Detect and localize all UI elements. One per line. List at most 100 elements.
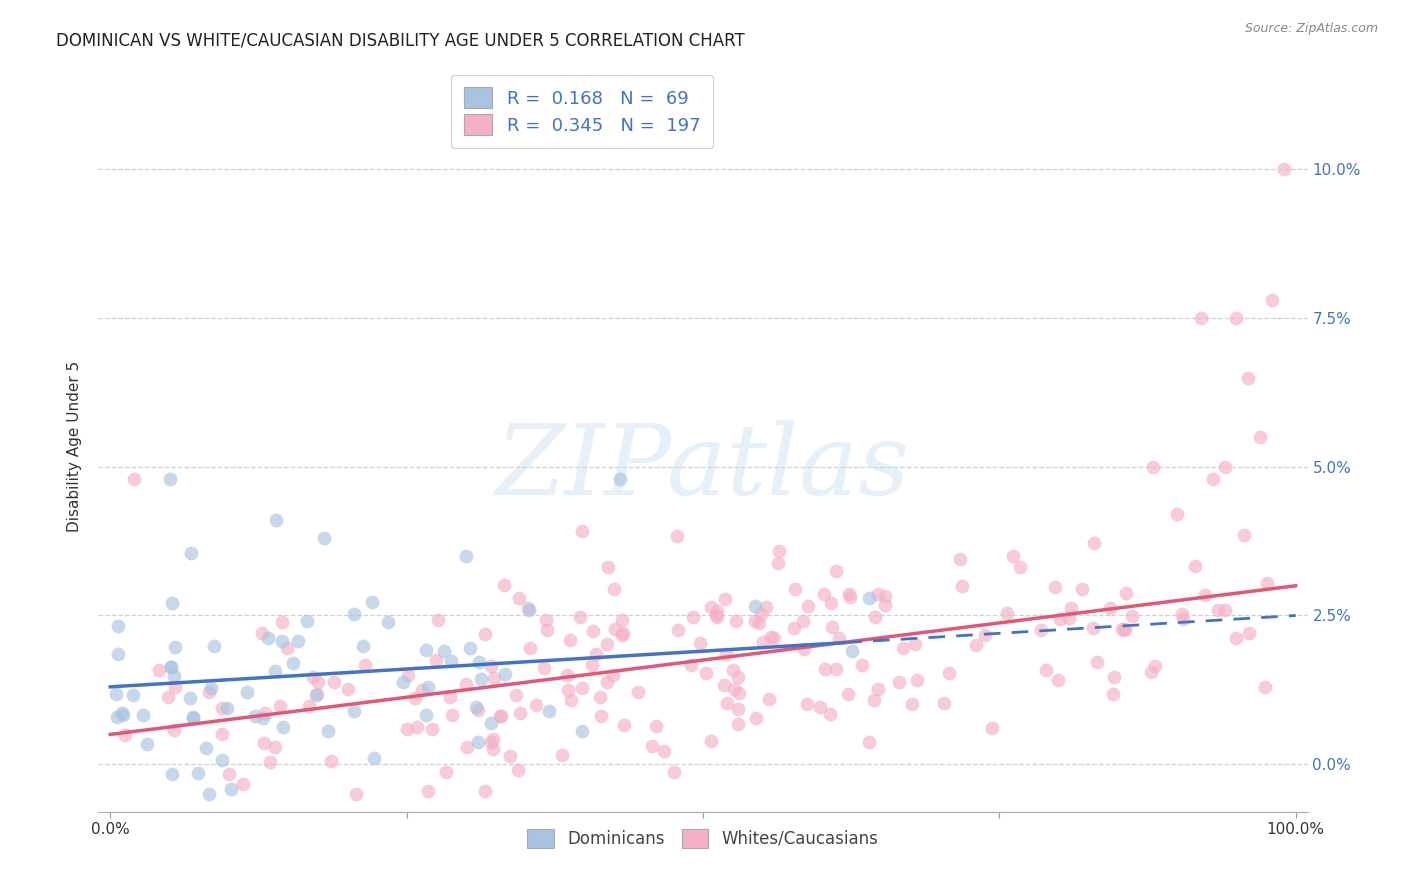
Point (1081, 621, 1104, 635)
Point (219, 781, 242, 796)
Point (470, 672, 492, 686)
Point (873, 589, 896, 603)
Point (938, 666, 960, 681)
Point (361, 595, 384, 609)
Point (439, 690, 461, 704)
Point (305, 688, 328, 702)
Point (866, 681, 889, 696)
Point (482, 741, 505, 756)
Point (560, 693, 582, 707)
Point (434, 764, 457, 779)
Point (821, 619, 844, 633)
Point (163, 668, 186, 682)
Point (160, 767, 183, 781)
Point (1085, 655, 1108, 669)
Point (343, 607, 366, 621)
Point (263, 740, 285, 755)
Point (581, 658, 603, 673)
Point (866, 587, 889, 601)
Point (297, 614, 319, 628)
Point (456, 740, 478, 755)
Point (1184, 558, 1206, 573)
Point (814, 662, 837, 676)
Point (464, 700, 486, 714)
Point (679, 658, 702, 673)
Point (352, 640, 374, 654)
Point (796, 599, 818, 613)
Point (337, 681, 360, 696)
Point (612, 613, 634, 627)
Point (820, 596, 842, 610)
Point (627, 685, 650, 699)
Point (236, 684, 259, 698)
Point (312, 531, 335, 545)
Point (557, 683, 579, 698)
Point (1043, 580, 1066, 594)
Point (1101, 687, 1123, 701)
Point (264, 513, 287, 527)
Point (689, 636, 711, 650)
Point (298, 699, 321, 714)
Point (406, 720, 429, 734)
Point (318, 724, 340, 739)
Point (302, 670, 325, 684)
Point (571, 723, 593, 738)
Point (841, 644, 863, 658)
Point (343, 704, 366, 718)
Point (560, 632, 582, 647)
Point (1115, 586, 1137, 600)
Point (716, 696, 738, 710)
Point (165, 640, 187, 655)
Text: ZIPatlas: ZIPatlas (496, 420, 910, 516)
Point (666, 623, 689, 637)
Point (1008, 560, 1031, 574)
Legend: Dominicans, Whites/Caucasians: Dominicans, Whites/Caucasians (520, 822, 886, 855)
Point (468, 655, 491, 669)
Point (198, 685, 221, 699)
Point (420, 722, 443, 736)
Point (519, 641, 541, 656)
Point (305, 687, 328, 701)
Point (489, 709, 512, 723)
Point (180, 546, 202, 560)
Point (666, 529, 689, 543)
Point (159, 472, 181, 486)
Point (934, 696, 956, 710)
Point (179, 690, 201, 705)
Point (603, 622, 626, 636)
Point (135, 737, 157, 751)
Point (107, 710, 129, 724)
Point (758, 692, 780, 706)
Point (479, 659, 502, 673)
Point (534, 613, 557, 627)
Point (582, 624, 605, 638)
Point (901, 698, 924, 712)
Point (700, 734, 723, 748)
Text: Source: ZipAtlas.com: Source: ZipAtlas.com (1244, 22, 1378, 36)
Point (981, 721, 1004, 735)
Point (589, 690, 612, 704)
Point (426, 613, 449, 627)
Point (508, 591, 530, 606)
Point (889, 675, 911, 690)
Point (1098, 600, 1121, 615)
Point (396, 668, 419, 682)
Point (891, 641, 914, 656)
Point (596, 637, 619, 651)
Point (269, 698, 291, 713)
Point (323, 675, 346, 690)
Point (433, 643, 456, 657)
Point (1189, 311, 1212, 326)
Point (160, 660, 183, 674)
Point (392, 674, 415, 689)
Point (965, 639, 987, 653)
Point (1140, 665, 1163, 679)
Point (344, 787, 367, 801)
Point (232, 777, 254, 791)
Point (744, 614, 766, 628)
Point (271, 615, 294, 629)
Point (645, 719, 668, 733)
Point (517, 603, 540, 617)
Point (104, 687, 127, 701)
Point (467, 735, 489, 749)
